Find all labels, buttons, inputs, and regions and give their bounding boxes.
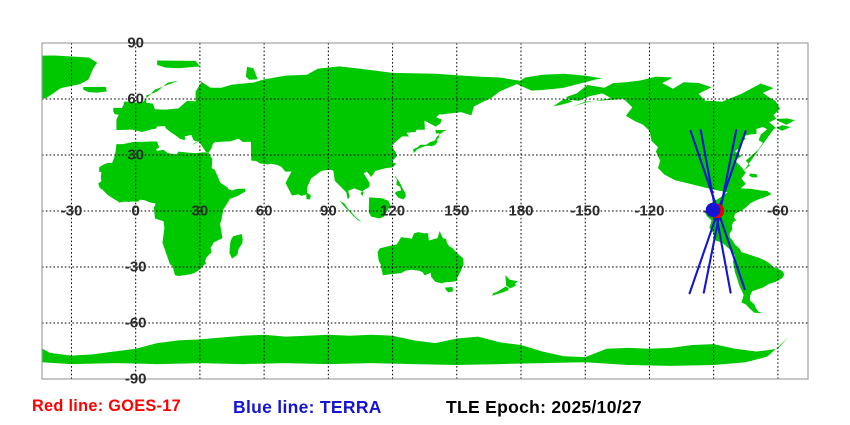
svg-text:90: 90 xyxy=(320,203,337,220)
svg-text:-90: -90 xyxy=(125,371,147,388)
svg-text:60: 60 xyxy=(256,203,273,220)
svg-text:-60: -60 xyxy=(125,315,147,332)
svg-text:180: 180 xyxy=(508,203,533,220)
svg-text:60: 60 xyxy=(127,91,144,108)
svg-text:0: 0 xyxy=(132,203,140,220)
svg-text:30: 30 xyxy=(192,203,209,220)
svg-text:-120: -120 xyxy=(634,203,664,220)
svg-text:150: 150 xyxy=(444,203,469,220)
svg-text:90: 90 xyxy=(127,35,144,52)
svg-text:-30: -30 xyxy=(61,203,83,220)
svg-text:-60: -60 xyxy=(767,203,789,220)
svg-text:-30: -30 xyxy=(125,259,147,276)
svg-text:-150: -150 xyxy=(570,203,600,220)
svg-text:30: 30 xyxy=(127,147,144,164)
svg-text:120: 120 xyxy=(380,203,405,220)
